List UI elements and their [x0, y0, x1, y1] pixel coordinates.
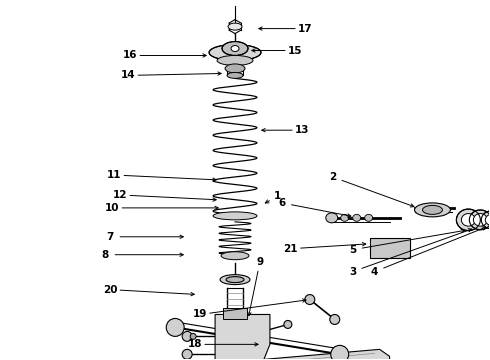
Ellipse shape [231, 45, 239, 51]
Circle shape [166, 319, 184, 336]
Ellipse shape [225, 64, 245, 73]
Circle shape [182, 349, 192, 359]
Text: 19: 19 [193, 310, 207, 319]
Text: 1: 1 [274, 191, 282, 201]
Text: 2: 2 [329, 172, 336, 182]
Text: 9: 9 [256, 257, 264, 267]
Text: 12: 12 [113, 190, 127, 200]
Ellipse shape [226, 276, 244, 283]
Text: 21: 21 [284, 244, 298, 254]
Ellipse shape [326, 213, 338, 223]
Circle shape [331, 345, 349, 360]
Ellipse shape [415, 203, 450, 217]
Ellipse shape [485, 215, 490, 225]
Polygon shape [223, 307, 247, 319]
Ellipse shape [217, 55, 253, 66]
Text: 16: 16 [123, 50, 138, 60]
Text: 10: 10 [105, 203, 120, 213]
Ellipse shape [365, 214, 372, 221]
Ellipse shape [341, 214, 349, 221]
Circle shape [330, 315, 340, 324]
Text: 20: 20 [103, 284, 118, 294]
Polygon shape [215, 315, 270, 360]
Ellipse shape [469, 210, 490, 230]
Text: 8: 8 [102, 250, 109, 260]
Ellipse shape [462, 213, 475, 226]
Ellipse shape [209, 45, 261, 60]
Circle shape [305, 294, 315, 305]
Ellipse shape [222, 41, 248, 55]
Text: 17: 17 [297, 24, 312, 33]
Text: 11: 11 [107, 170, 122, 180]
Ellipse shape [473, 213, 488, 226]
Text: 4: 4 [371, 267, 378, 276]
Circle shape [182, 332, 192, 341]
Polygon shape [369, 238, 410, 258]
Circle shape [190, 333, 196, 339]
Ellipse shape [213, 212, 257, 220]
Text: 6: 6 [278, 198, 286, 208]
Ellipse shape [353, 214, 361, 221]
Text: 13: 13 [294, 125, 309, 135]
Text: 15: 15 [288, 45, 302, 55]
Ellipse shape [221, 252, 249, 260]
Circle shape [284, 320, 292, 328]
Circle shape [244, 319, 256, 330]
Text: 3: 3 [349, 267, 356, 276]
Polygon shape [265, 349, 390, 360]
Ellipse shape [422, 206, 442, 214]
Text: 18: 18 [188, 339, 202, 349]
Ellipse shape [456, 209, 480, 231]
Text: 14: 14 [121, 71, 136, 80]
Text: 5: 5 [349, 245, 356, 255]
Ellipse shape [481, 211, 490, 229]
Ellipse shape [220, 275, 250, 285]
Text: 7: 7 [107, 232, 114, 242]
Ellipse shape [228, 23, 242, 30]
Ellipse shape [227, 72, 243, 78]
